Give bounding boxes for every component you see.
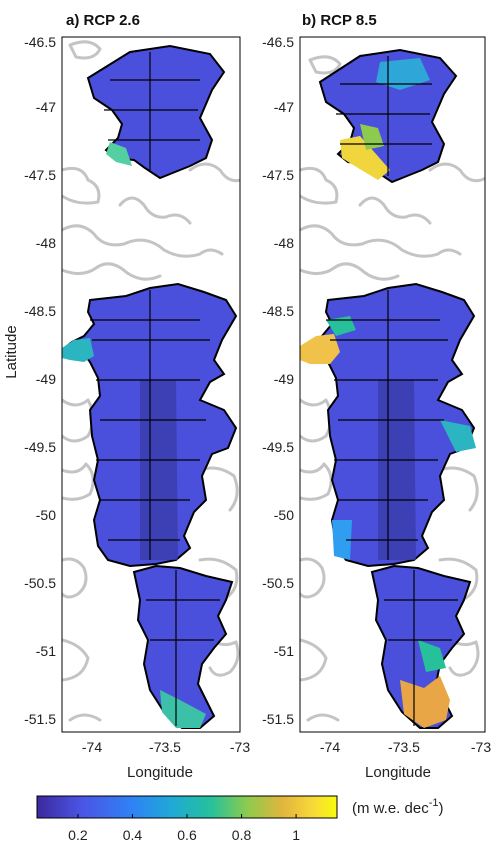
panel-b-title: b) RCP 8.5 [302, 12, 377, 29]
colorbar-unit: (m w.e. dec-1) [352, 797, 443, 817]
panel-b: b) RCP 8.5 [262, 12, 491, 781]
panel-a-title: a) RCP 2.6 [66, 12, 140, 29]
y-tick: -48.5 [24, 303, 56, 319]
y-tick: -48.5 [262, 303, 294, 319]
y-tick: -51 [36, 643, 56, 659]
y-tick: -50.5 [24, 575, 56, 591]
x-tick: -74 [82, 739, 102, 755]
y-tick: -51 [274, 643, 294, 659]
y-tick: -50.5 [262, 575, 294, 591]
panel-b-x-ticks: -74 -73.5 -73 [320, 739, 491, 755]
y-tick: -48 [274, 235, 294, 251]
y-tick: -47 [36, 99, 56, 115]
panel-b-y-ticks: -46.5 -47 -47.5 -48 -48.5 -49 -49.5 -50 … [262, 34, 294, 727]
panel-a-xlabel: Longitude [127, 764, 193, 781]
colorbar-tick-label: 0.6 [177, 827, 197, 843]
panel-b-xlabel: Longitude [365, 764, 431, 781]
panel-b-glaciers [300, 48, 476, 729]
panel-a-coastlines [62, 40, 240, 722]
colorbar-tick-label: 0.4 [123, 827, 143, 843]
y-tick: -49 [274, 371, 294, 387]
colorbar-ticks: 0.2 0.4 0.6 0.8 1 [68, 814, 300, 843]
x-tick: -73.5 [388, 739, 420, 755]
panel-a-map [62, 37, 240, 732]
y-tick: -51.5 [24, 711, 56, 727]
x-tick: -74 [320, 739, 340, 755]
panel-a-y-ticks: -46.5 -47 -47.5 -48 -48.5 -49 -49.5 -50 … [24, 34, 56, 727]
y-tick: -46.5 [262, 34, 294, 50]
y-tick: -49.5 [24, 439, 56, 455]
y-tick: -50 [274, 507, 294, 523]
colorbar-tick-label: 1 [292, 827, 300, 843]
x-tick: -73 [230, 739, 250, 755]
y-tick: -47 [274, 99, 294, 115]
panel-a: a) RCP 2.6 [3, 12, 250, 781]
y-tick: -51.5 [262, 711, 294, 727]
x-tick: -73.5 [149, 739, 181, 755]
y-tick: -47.5 [24, 167, 56, 183]
y-tick: -50 [36, 507, 56, 523]
y-tick: -48 [36, 235, 56, 251]
panel-b-frame [299, 36, 486, 733]
y-tick: -49 [36, 371, 56, 387]
ylabel: Latitude [3, 325, 20, 378]
panel-a-x-ticks: -74 -73.5 -73 [82, 739, 250, 755]
colorbar-tick-label: 0.2 [68, 827, 88, 843]
y-tick: -49.5 [262, 439, 294, 455]
x-tick: -73 [471, 739, 491, 755]
panel-a-glaciers [62, 44, 238, 729]
colorbar-tick-label: 0.8 [232, 827, 252, 843]
colorbar: 0.2 0.4 0.6 0.8 1 (m w.e. dec-1) [36, 795, 443, 843]
panel-b-map [300, 37, 485, 732]
y-tick: -47.5 [262, 167, 294, 183]
panel-a-frame [61, 36, 241, 733]
y-tick: -46.5 [24, 34, 56, 50]
